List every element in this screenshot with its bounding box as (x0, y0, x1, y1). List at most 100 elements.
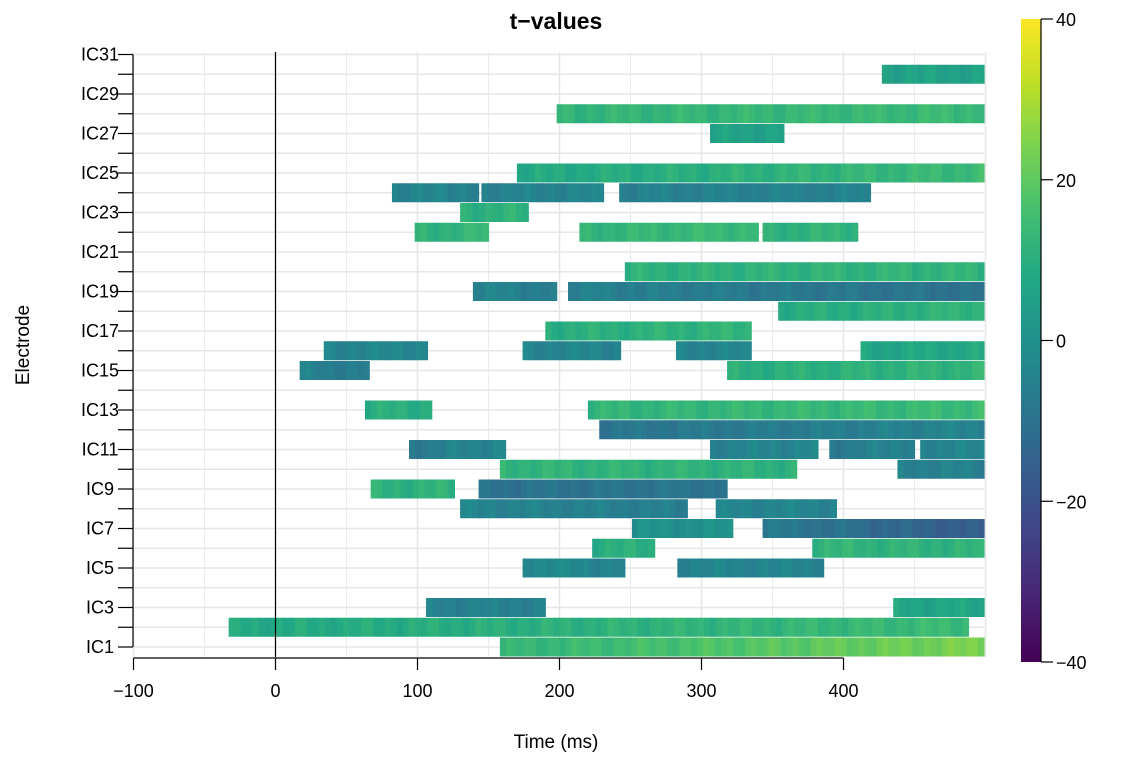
heatmap-cell (858, 262, 865, 282)
heatmap-cell (824, 538, 831, 558)
heatmap-cell (941, 282, 949, 301)
heatmap-cell (774, 361, 782, 380)
heatmap-cell (660, 262, 668, 282)
heatmap-cell (385, 617, 392, 637)
heatmap-cell (657, 459, 664, 479)
heatmap-cell (822, 222, 829, 242)
heatmap-cell (487, 440, 495, 459)
heatmap-cell (716, 440, 723, 459)
heatmap-cell (527, 479, 534, 499)
x-tick-label: 400 (828, 681, 858, 701)
colorbar-tick-label: 40 (1056, 10, 1076, 30)
heatmap-cell (808, 301, 816, 321)
heatmap-cell (947, 104, 955, 124)
heatmap-cell (687, 459, 695, 479)
heatmap-cell (755, 420, 763, 440)
heatmap-cell (888, 361, 895, 380)
heatmap-cell (882, 163, 889, 183)
heatmap-cell (840, 361, 848, 380)
heatmap-cell (599, 420, 606, 440)
heatmap-cell (565, 341, 573, 361)
heatmap-cell (784, 301, 791, 321)
heatmap-cell (677, 104, 684, 124)
heatmap-cell (583, 341, 591, 361)
heatmap-cell (651, 459, 658, 479)
heatmap-cell (585, 222, 592, 242)
heatmap-cell (459, 183, 467, 203)
heatmap-cell (499, 617, 506, 637)
x-tick-label: 300 (686, 681, 716, 701)
heatmap-cell (827, 400, 835, 420)
heatmap-cell (978, 440, 985, 459)
heatmap-cell (631, 617, 639, 637)
heatmap-cell (564, 558, 572, 578)
heatmap-cell (690, 262, 698, 282)
heatmap-cell (505, 459, 513, 479)
heatmap-cell (714, 183, 722, 203)
heatmap-cell (796, 301, 803, 321)
heatmap-cell (827, 282, 834, 301)
heatmap-cell (857, 400, 865, 420)
heatmap-cell (592, 538, 600, 558)
heatmap-cell (523, 637, 531, 657)
heatmap-cell (786, 637, 794, 657)
heatmap-cell (342, 617, 350, 637)
heatmap-cell (484, 479, 492, 499)
heatmap-segments (228, 64, 985, 657)
heatmap-cell (960, 341, 967, 361)
heatmap-cell (821, 104, 829, 124)
heatmap-cell (599, 321, 607, 341)
heatmap-cell (558, 558, 566, 578)
heatmap-cell (655, 637, 662, 657)
heatmap-cell (436, 479, 444, 499)
heatmap-cell (457, 222, 465, 242)
heatmap-cell (534, 558, 542, 578)
heatmap-cell (899, 282, 907, 301)
heatmap-cell (719, 420, 727, 440)
heatmap-cell (959, 400, 967, 420)
y-tick-label: IC5 (86, 558, 114, 578)
heatmap-cell (893, 420, 901, 440)
heatmap-cell (415, 341, 422, 361)
heatmap-cell (792, 637, 800, 657)
heatmap-cell (781, 440, 789, 459)
heatmap-cell (672, 321, 680, 341)
heatmap-cell (585, 499, 593, 519)
heatmap-cell (905, 282, 913, 301)
heatmap-cell (751, 440, 759, 459)
heatmap-cell (590, 459, 598, 479)
heatmap-cell (419, 400, 427, 420)
heatmap-cell (461, 598, 469, 617)
heatmap-cell (704, 222, 712, 242)
heatmap-cell (803, 282, 810, 301)
heatmap-cell (671, 104, 678, 124)
heatmap-cell (811, 558, 819, 578)
heatmap-cell (605, 321, 613, 341)
heatmap-cell (587, 321, 595, 341)
heatmap-cell (644, 222, 652, 242)
heatmap-cell (553, 617, 561, 637)
heatmap-cell (641, 400, 649, 420)
heatmap-cell (860, 341, 868, 361)
heatmap-cell (541, 637, 549, 657)
heatmap-cell (744, 637, 752, 657)
heatmap-cell (875, 400, 883, 420)
heatmap-cell (895, 538, 902, 558)
heatmap-cell (645, 499, 653, 519)
heatmap-cell (853, 440, 861, 459)
heatmap-cell (721, 499, 729, 519)
heatmap-cell (977, 400, 985, 420)
heatmap-cell (382, 479, 390, 499)
heatmap-cell (696, 321, 704, 341)
heatmap-cell (733, 361, 740, 380)
heatmap-cell (528, 163, 536, 183)
heatmap-cell (821, 420, 829, 440)
heatmap-cell (666, 479, 674, 499)
heatmap-cell (693, 459, 701, 479)
heatmap-cell (656, 222, 664, 242)
heatmap-cell (777, 124, 785, 143)
heatmap-cell (633, 459, 640, 479)
heatmap-cell (598, 538, 606, 558)
heatmap-cell (576, 163, 584, 183)
